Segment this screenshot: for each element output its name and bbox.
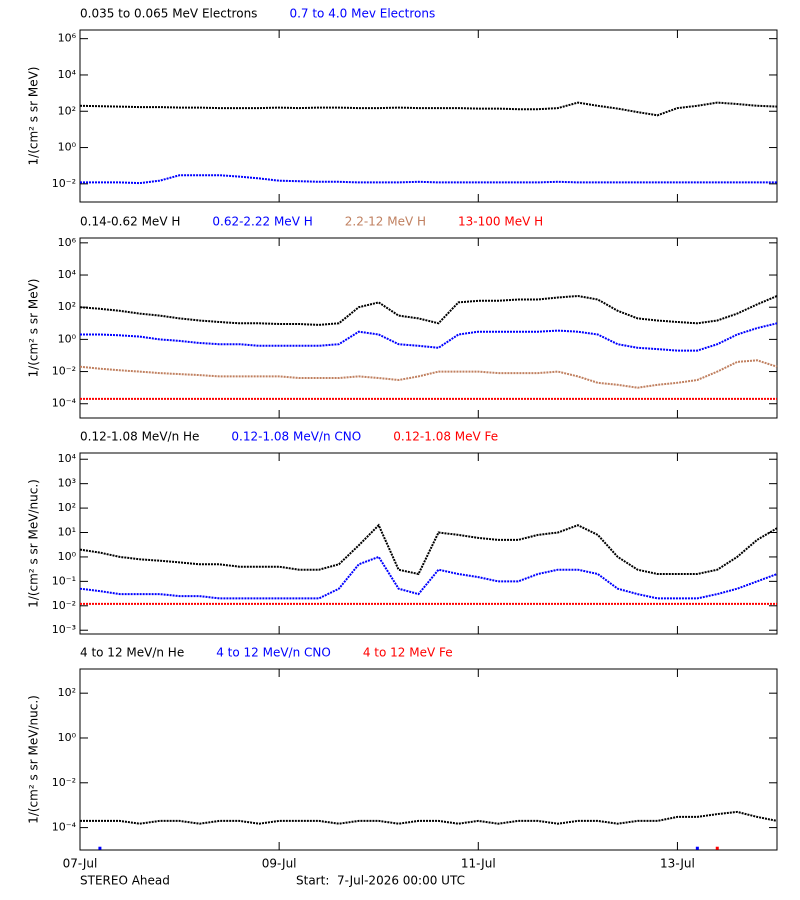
- y-tick-label: 10⁶: [58, 236, 77, 249]
- y-tick-label: 10⁻⁴: [52, 821, 77, 834]
- series-line: [80, 810, 778, 825]
- footer-right: Start: 7-Jul-2026 00:00 UTC: [296, 874, 465, 888]
- y-tick-label: 10²: [58, 300, 76, 313]
- y-tick-label: 10⁴: [58, 268, 77, 281]
- legend-entry: 0.14-0.62 MeV H: [80, 215, 180, 229]
- plot-frame: [79, 237, 778, 419]
- series-line: [79, 101, 778, 117]
- y-axis-label: 1/(cm² s sr MeV): [27, 279, 41, 378]
- legend-entry: 13-100 MeV H: [458, 215, 543, 229]
- data-point: [98, 846, 102, 850]
- x-tick-label: 07-Jul: [63, 857, 98, 871]
- y-tick-label: 10²: [58, 501, 76, 514]
- y-tick-label: 10⁰: [58, 550, 77, 563]
- legend-entry: 4 to 12 MeV/n He: [80, 646, 184, 660]
- y-axis-label: 1/(cm² s sr MeV/nuc.): [27, 695, 41, 824]
- plot-frame: [79, 668, 778, 851]
- y-tick-label: 10⁶: [58, 32, 77, 45]
- legend-entry: 4 to 12 MeV Fe: [363, 646, 453, 660]
- legend-entry: 0.12-1.08 MeV Fe: [393, 430, 498, 444]
- y-tick-label: 10⁰: [58, 332, 77, 345]
- y-tick-label: 10⁻²: [52, 365, 76, 378]
- y-tick-label: 10²: [58, 686, 76, 699]
- plot-frame: [79, 29, 778, 203]
- y-tick-label: 10⁻²: [52, 177, 76, 190]
- y-tick-label: 10⁻¹: [52, 574, 76, 587]
- data-point: [695, 846, 699, 850]
- y-tick-label: 10⁻⁴: [52, 397, 77, 410]
- legend-entry: 0.035 to 0.065 MeV Electrons: [80, 7, 257, 21]
- y-tick-label: 10¹: [58, 526, 76, 539]
- series-line: [80, 174, 777, 185]
- legend-entry: 0.12-1.08 MeV/n CNO: [231, 430, 361, 444]
- y-tick-label: 10⁻²: [52, 776, 76, 789]
- legend-entry: 0.62-2.22 MeV H: [212, 215, 312, 229]
- x-tick-label: 11-Jul: [461, 857, 496, 871]
- series-line: [79, 359, 778, 389]
- x-tick-label: 09-Jul: [262, 857, 297, 871]
- footer-left: STEREO Ahead: [80, 874, 170, 888]
- x-tick-label: 13-Jul: [660, 857, 695, 871]
- y-tick-label: 10³: [58, 477, 76, 490]
- y-tick-label: 10⁴: [58, 452, 77, 465]
- y-tick-label: 10⁴: [58, 68, 77, 81]
- plot-frame: [79, 452, 778, 635]
- data-point: [715, 846, 719, 850]
- y-axis-label: 1/(cm² s sr MeV): [27, 67, 41, 166]
- series-line: [79, 294, 778, 326]
- y-axis-label: 1/(cm² s sr MeV/nuc.): [27, 479, 41, 608]
- y-tick-label: 10⁻²: [52, 599, 76, 612]
- series-line: [79, 523, 778, 576]
- legend-entry: 0.7 to 4.0 Mev Electrons: [289, 7, 435, 21]
- legend-entry: 0.12-1.08 MeV/n He: [80, 430, 199, 444]
- legend-entry: 2.2-12 MeV H: [345, 215, 426, 229]
- y-tick-label: 10²: [58, 104, 76, 117]
- y-tick-label: 10⁰: [58, 731, 77, 744]
- y-tick-label: 10⁰: [58, 141, 77, 154]
- series-line: [80, 322, 778, 352]
- legend-entry: 4 to 12 MeV/n CNO: [216, 646, 331, 660]
- y-tick-label: 10⁻³: [52, 623, 76, 636]
- series-line: [79, 555, 778, 600]
